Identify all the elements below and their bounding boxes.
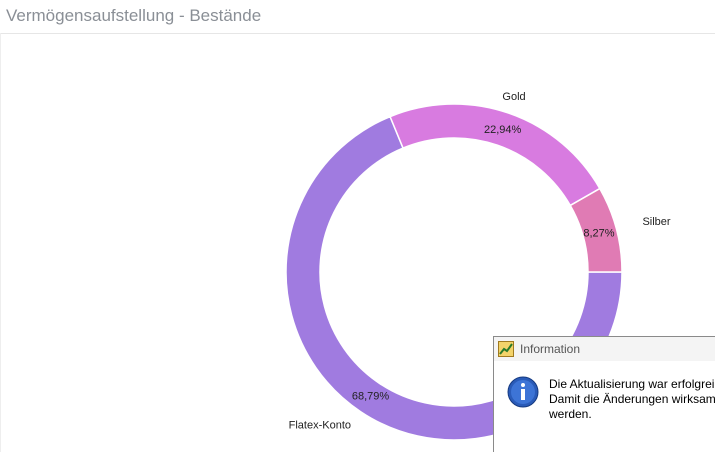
divider [0,33,1,452]
page-title: Vermögensaufstellung - Bestände [6,6,262,25]
value-label: 22,94% [484,124,522,136]
dialog-title: Information [520,342,581,356]
category-label: Silber [642,216,670,228]
info-dialog[interactable]: Information Die Aktualisierung war erfol… [493,336,715,452]
dialog-message: Die Aktualisierung war erfolgrei Damit d… [549,377,715,422]
category-label: Gold [502,91,525,103]
donut-slice [389,103,601,207]
category-label: Flatex-Konto [289,420,351,432]
message-line: werden. [549,407,592,421]
divider [0,33,715,34]
app-icon [498,341,514,357]
donut-slice [285,115,623,441]
dialog-body: Die Aktualisierung war erfolgrei Damit d… [494,361,715,452]
info-icon [507,376,539,408]
message-line: Damit die Änderungen wirksam [549,392,715,406]
value-label: 8,27% [583,227,614,239]
donut-slice [569,187,623,273]
value-label: 68,79% [352,391,390,403]
message-line: Die Aktualisierung war erfolgrei [549,377,715,391]
dialog-title-bar: Information [494,337,715,361]
